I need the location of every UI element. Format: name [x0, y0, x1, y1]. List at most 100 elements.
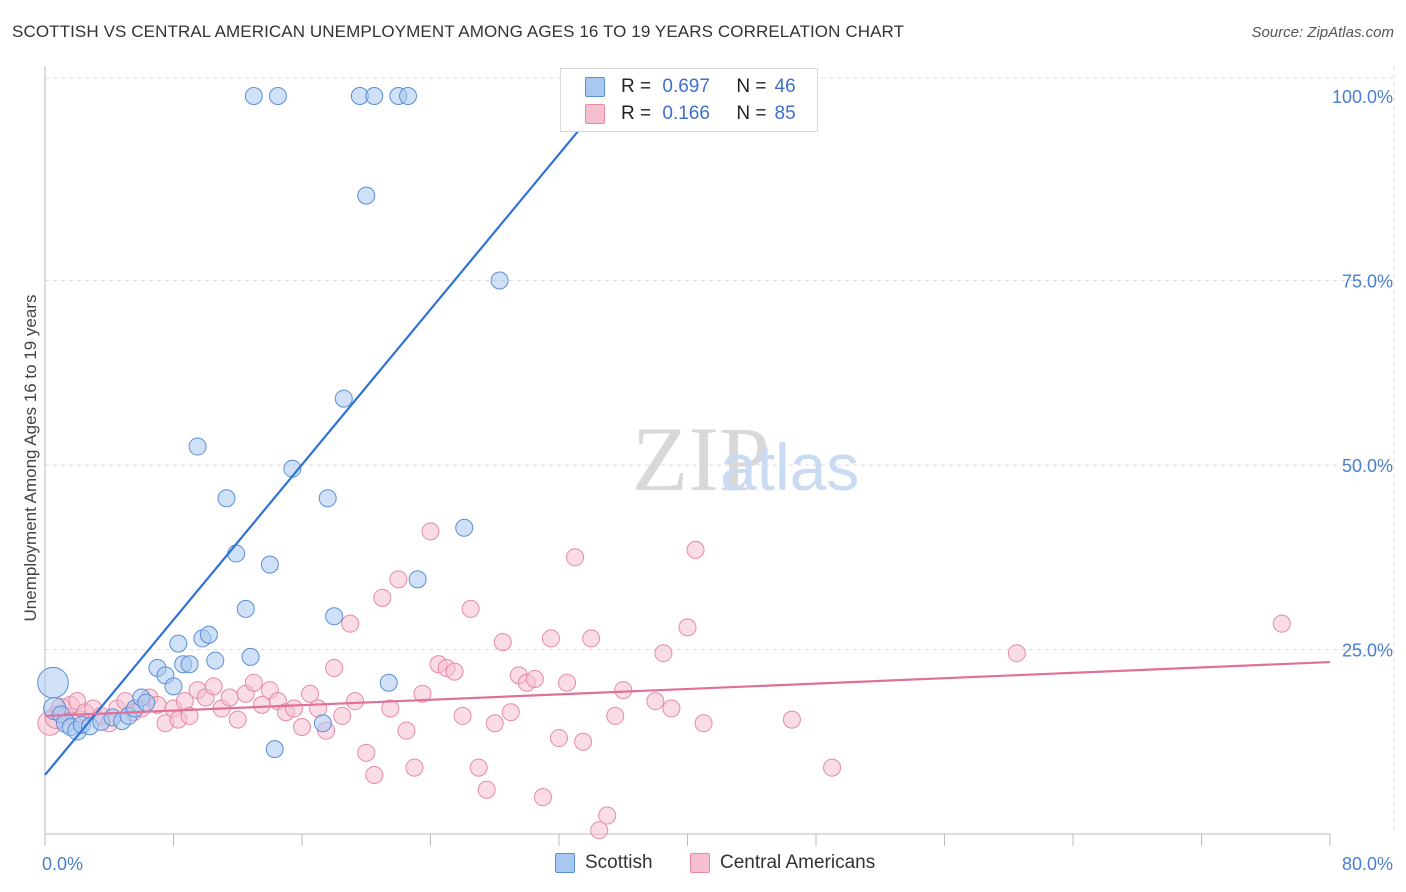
central-americans-point: [325, 658, 344, 677]
legend-r-label: R =: [621, 76, 652, 97]
legend-row-central-americans: R = 0.166 N = 85: [585, 102, 796, 126]
central-americans-point: [501, 703, 520, 722]
scottish-point: [169, 634, 188, 653]
central-americans-point: [1272, 614, 1291, 633]
central-americans-point: [646, 692, 665, 711]
central-americans-point: [485, 714, 504, 733]
central-americans-point: [389, 570, 408, 589]
scottish-point: [408, 570, 427, 589]
watermark-zip: ZIP: [632, 408, 770, 510]
central-americans-point: [566, 548, 585, 567]
legend-r-value: 0.697: [662, 76, 710, 97]
y-tick-label: 50.0%: [1342, 456, 1393, 476]
central-americans-point: [694, 714, 713, 733]
legend-swatch-scottish: [585, 77, 605, 97]
central-americans-point: [678, 618, 697, 637]
series-legend-central-americans[interactable]: Central Americans: [690, 852, 875, 874]
central-americans-point: [574, 732, 593, 751]
central-americans-point: [405, 758, 424, 777]
scottish-point: [244, 87, 263, 105]
central-americans-point: [606, 706, 625, 725]
legend-r-value: 0.166: [662, 103, 710, 124]
central-americans-point: [180, 706, 199, 725]
series-legend: Scottish Central Americans: [0, 852, 1406, 878]
legend-n-value: 46: [774, 76, 796, 97]
central-americans-point: [373, 588, 392, 607]
central-americans-point: [550, 729, 568, 748]
y-axis-label: Unemployment Among Ages 16 to 19 years: [21, 294, 40, 622]
y-tick-label: 25.0%: [1342, 641, 1393, 661]
scottish-point: [379, 673, 398, 692]
scottish-point: [365, 87, 384, 105]
scottish-point: [318, 489, 337, 508]
scottish-point: [313, 714, 332, 733]
central-americans-point: [686, 540, 705, 559]
legend-r-label: R =: [621, 103, 652, 124]
x-tick-label: 0.0%: [42, 854, 83, 874]
central-americans-point: [533, 788, 552, 807]
scottish-point: [137, 693, 156, 712]
central-americans-point: [461, 599, 480, 618]
central-americans-point: [204, 677, 223, 696]
scottish-point: [260, 555, 279, 574]
central-americans-point: [346, 692, 365, 711]
central-americans-point: [445, 662, 464, 681]
central-americans-point: [220, 688, 239, 707]
central-americans-point: [333, 706, 352, 725]
scottish-point: [164, 677, 183, 696]
central-americans-point: [541, 629, 560, 648]
series-legend-scottish[interactable]: Scottish: [555, 852, 653, 874]
central-americans-point: [1007, 644, 1026, 663]
scottish-point: [236, 599, 255, 618]
series-legend-label: Central Americans: [720, 852, 876, 873]
legend-n-value: 85: [774, 103, 796, 124]
central-americans-point: [823, 758, 842, 777]
scottish-point: [357, 186, 376, 205]
central-americans-trend-line: [44, 660, 1331, 718]
central-americans-point: [782, 710, 801, 729]
correlation-legend: R = 0.697 N = 46 R = 0.166 N = 85: [560, 68, 818, 132]
y-tick-label: 75.0%: [1342, 272, 1393, 292]
central-americans-point: [357, 743, 376, 762]
y-tick-label: 100.0%: [1332, 87, 1393, 107]
watermark: ZIP atlas: [632, 408, 859, 510]
central-americans-point: [397, 721, 416, 740]
chart-title: SCOTTISH VS CENTRAL AMERICAN UNEMPLOYMEN…: [12, 22, 905, 41]
scottish-point: [490, 271, 509, 290]
scottish-point: [325, 607, 344, 626]
legend-swatch-central-americans: [585, 104, 605, 124]
scottish-point: [265, 740, 284, 759]
central-americans-point: [493, 633, 512, 652]
central-americans-point: [453, 706, 472, 725]
scottish-point: [334, 389, 353, 408]
series-swatch-scottish: [555, 853, 575, 873]
scottish-point: [199, 625, 218, 644]
legend-n-label: N =: [736, 103, 767, 124]
series-swatch-central-americans: [690, 853, 710, 873]
scottish-point: [399, 87, 418, 105]
central-americans-point: [590, 821, 609, 840]
central-americans-point: [365, 765, 384, 784]
central-americans-point: [525, 670, 544, 689]
scottish-trend-line: [44, 95, 609, 776]
central-americans-point: [654, 644, 673, 663]
central-americans-point: [421, 522, 440, 541]
scottish-point: [268, 87, 287, 105]
central-americans-point: [228, 710, 247, 729]
central-americans-point: [381, 699, 400, 718]
legend-n-label: N =: [736, 76, 767, 97]
central-americans-point: [252, 695, 271, 714]
scottish-point: [180, 655, 199, 674]
central-americans-point: [341, 614, 360, 633]
central-americans-point: [301, 684, 320, 703]
scottish-points: [37, 87, 509, 759]
central-americans-point: [284, 699, 303, 718]
scottish-point: [37, 666, 69, 699]
central-americans-point: [558, 673, 577, 692]
central-americans-point: [293, 717, 311, 736]
scottish-point: [188, 437, 207, 456]
scottish-point: [206, 651, 225, 670]
central-americans-point: [662, 699, 681, 718]
source-label: Source: ZipAtlas.com: [1251, 24, 1394, 41]
